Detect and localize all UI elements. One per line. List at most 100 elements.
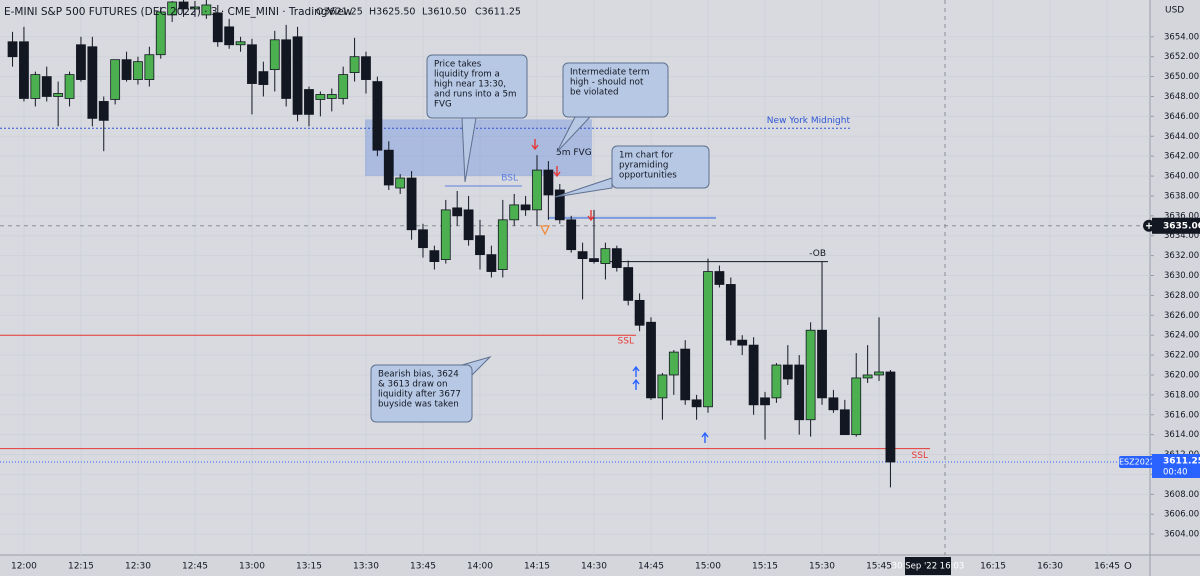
callout-text: Price takes [434, 60, 482, 70]
candle-body [326, 94, 337, 99]
signal-arrow [531, 139, 539, 151]
candle-body [98, 101, 109, 121]
candle-body [691, 399, 702, 408]
crosshair-price-label: 3635.00 [1163, 221, 1200, 231]
candle-body [53, 93, 64, 97]
candle-body [292, 36, 303, 115]
callout-text: buyside was taken [378, 400, 459, 410]
y-tick-label: 3646.00 [1164, 112, 1199, 122]
candle-body [201, 4, 212, 16]
y-tick-label: 3636.00 [1164, 211, 1199, 221]
crosshair-time-label: 30 Sep '22 16:03 [892, 562, 965, 572]
scale-button[interactable]: O [1124, 561, 1132, 572]
fvg-zone [365, 119, 592, 177]
candle-body [212, 12, 223, 43]
ohlc-value: O3621.25 [316, 7, 363, 18]
callout-text: Intermediate term [570, 68, 649, 78]
candle-body [30, 74, 41, 99]
candle-body [874, 371, 884, 376]
candle-body [703, 271, 713, 408]
y-tick-label: 3604.00 [1164, 530, 1199, 540]
candle-body [87, 46, 98, 119]
y-tick-label: 3640.00 [1164, 172, 1199, 182]
candle-body [817, 329, 827, 399]
y-tick-label: 3650.00 [1164, 72, 1199, 82]
y-tick-label: 3644.00 [1164, 132, 1199, 142]
candle-body [429, 250, 440, 262]
callout-box [562, 62, 669, 118]
callout-text: liquidity from a [434, 70, 500, 80]
signal-arrow [701, 431, 709, 443]
last-price-box [1152, 454, 1200, 479]
y-tick-label: 3642.00 [1164, 152, 1199, 162]
x-tick-label: 14:15 [524, 562, 550, 572]
callout-text: and runs into a 5m [434, 90, 516, 100]
x-tick-label: 14:45 [638, 562, 664, 572]
symbol-box [1119, 456, 1156, 469]
crosshair-time-box [905, 557, 951, 575]
candle-body [224, 26, 235, 46]
candle-body [121, 59, 132, 80]
y-tick-label: 3626.00 [1164, 311, 1199, 321]
candle-body [589, 258, 599, 262]
price-axis-panel [1150, 0, 1200, 576]
callout-text: & 3613 draw on [378, 380, 448, 390]
callout-text: high near 13:30, [434, 80, 506, 90]
candle-body [247, 44, 257, 84]
signal-arrow [553, 166, 561, 178]
candle-body [383, 149, 394, 186]
level-label: -OB [809, 249, 826, 259]
y-tick-label: 3624.00 [1164, 331, 1199, 341]
x-tick-label: 12:00 [11, 562, 37, 572]
x-tick-label: 16:45 [1094, 562, 1120, 572]
ohlc-value: H3625.50 [369, 7, 415, 18]
ohlc-value: L3610.50 [422, 7, 467, 18]
y-tick-label: 3616.00 [1164, 410, 1199, 420]
x-tick-label: 12:45 [182, 562, 208, 572]
candle-body [577, 251, 588, 260]
chart-title: E-MINI S&P 500 FUTURES (DEC 2022) · 3 · … [4, 6, 353, 18]
candle-body [520, 204, 531, 211]
crosshair-plus-icon [1146, 222, 1152, 229]
candle-body [851, 377, 862, 436]
candle-body [110, 59, 121, 100]
candle-body [600, 248, 611, 264]
callout-text: high - should not [570, 78, 644, 88]
countdown-label: 00:40 [1163, 468, 1188, 478]
candle-body [315, 94, 326, 100]
callout-text: FVG [434, 100, 452, 110]
x-tick-label: 13:30 [353, 562, 379, 572]
crosshair-price-box [1152, 217, 1200, 234]
candle-body [543, 169, 554, 196]
ohlc-value: C3611.25 [475, 7, 521, 18]
candle-body [144, 54, 155, 80]
x-tick-label: 13:15 [296, 562, 322, 572]
candle-body [304, 89, 314, 115]
x-tick-label: 12:30 [125, 562, 151, 572]
candle-body [497, 219, 508, 270]
main-layer [7, 0, 896, 488]
candle-body [714, 271, 725, 285]
candle-body [269, 39, 280, 71]
candle-body [805, 329, 816, 421]
y-tick-label: 3620.00 [1164, 370, 1199, 380]
candle-body [634, 299, 645, 326]
y-tick-label: 3614.00 [1164, 430, 1199, 440]
callout-text: opportunities [619, 171, 677, 181]
candle-body [19, 41, 29, 99]
candle-body [41, 76, 52, 97]
last-price-label: 3611.25 [1163, 457, 1200, 467]
zone-label: 5m FVG [556, 148, 592, 158]
candle-body [509, 204, 520, 221]
y-tick-label: 3622.00 [1164, 351, 1199, 361]
signal-arrow [632, 378, 640, 390]
candle-body [258, 71, 269, 85]
candle-body [532, 169, 542, 211]
callout-box [426, 54, 528, 119]
currency: USD [1165, 6, 1184, 16]
candle-body [725, 284, 736, 341]
candle-body [281, 39, 292, 99]
x-tick-label: 13:00 [239, 562, 265, 572]
candle-body [623, 267, 634, 301]
x-tick-label: 16:30 [1037, 562, 1063, 572]
